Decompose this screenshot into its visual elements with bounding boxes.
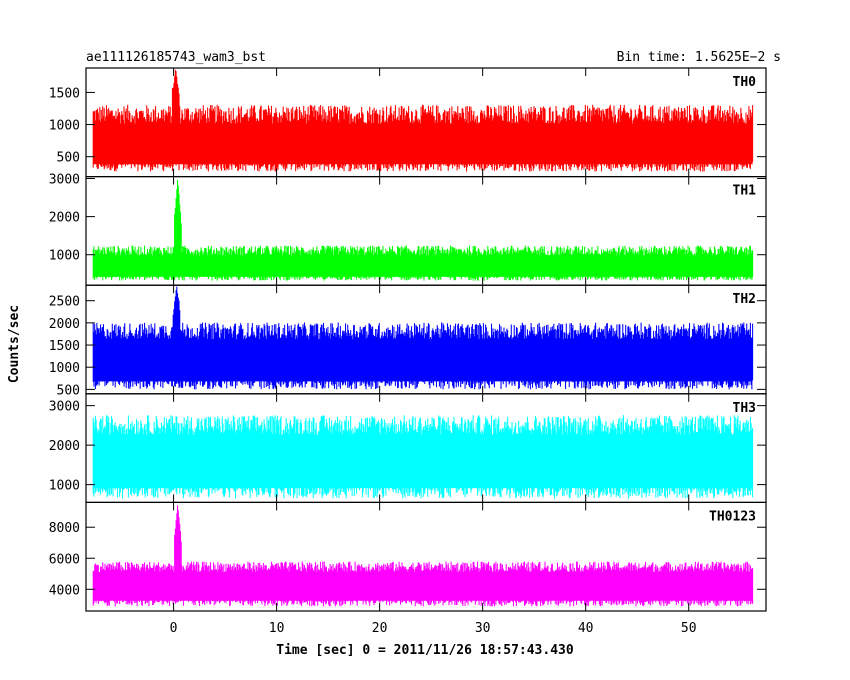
y-tick-label: 1000	[49, 119, 80, 134]
x-tick-label: 30	[475, 621, 491, 636]
x-tick-label: 0	[170, 621, 178, 636]
series-label-th3: TH3	[733, 401, 756, 416]
x-tick-label: 50	[681, 621, 697, 636]
y-tick-label: 2500	[49, 295, 80, 310]
y-tick-label: 4000	[49, 583, 80, 598]
y-tick-label: 3000	[49, 173, 80, 188]
series-body-th3	[93, 437, 753, 489]
series-label-th0123: TH0123	[709, 509, 756, 524]
series-label-th0: TH0	[733, 75, 757, 90]
panel-th1: 1000 2000 3000 TH1	[49, 173, 767, 286]
y-axis-label: Counts/sec	[7, 305, 22, 383]
y-tick-label: 1500	[49, 339, 80, 354]
panel-th3: 1000 2000 3000 TH3	[49, 393, 767, 503]
y-tick-label: 1500	[49, 86, 80, 101]
x-tick-label: 10	[269, 621, 285, 636]
panel-th0: 500 1000 1500 TH0	[49, 67, 767, 178]
bin-time-label: Bin time: 1.5625E−2 s	[617, 50, 781, 65]
y-tick-label: 500	[57, 151, 80, 166]
series-body-th1	[93, 256, 753, 277]
panel-th0123: 4000 6000 8000 TH0123	[49, 501, 767, 612]
y-tick-label: 2000	[49, 317, 80, 332]
y-tick-label: 1000	[49, 479, 80, 494]
panels-group: 50010001500TH0100020003000TH150010001500…	[49, 67, 767, 636]
series-body-th0	[93, 125, 753, 165]
panel-frame	[85, 501, 767, 612]
panel-th2: 500 1000 1500 2000 2500 TH2	[49, 284, 767, 398]
chart-title: ae111126185743_wam3_bst	[86, 50, 266, 65]
series-label-th2: TH2	[733, 292, 756, 307]
y-tick-label: 1000	[49, 249, 80, 264]
y-tick-label: 3000	[49, 400, 80, 415]
series-label-th1: TH1	[733, 184, 757, 199]
x-tick-label: 40	[578, 621, 594, 636]
y-tick-label: 6000	[49, 552, 80, 567]
y-tick-label: 2000	[49, 211, 80, 226]
x-axis-label: Time [sec] 0 = 2011/11/26 18:57:43.430	[276, 643, 574, 658]
y-tick-label: 2000	[49, 439, 80, 454]
y-tick-label: 8000	[49, 521, 80, 536]
y-tick-label: 500	[57, 383, 80, 398]
series-body-th0123	[93, 573, 753, 601]
x-tick-label: 20	[372, 621, 388, 636]
y-tick-label: 1000	[49, 361, 80, 376]
series-body-th2	[93, 341, 753, 382]
